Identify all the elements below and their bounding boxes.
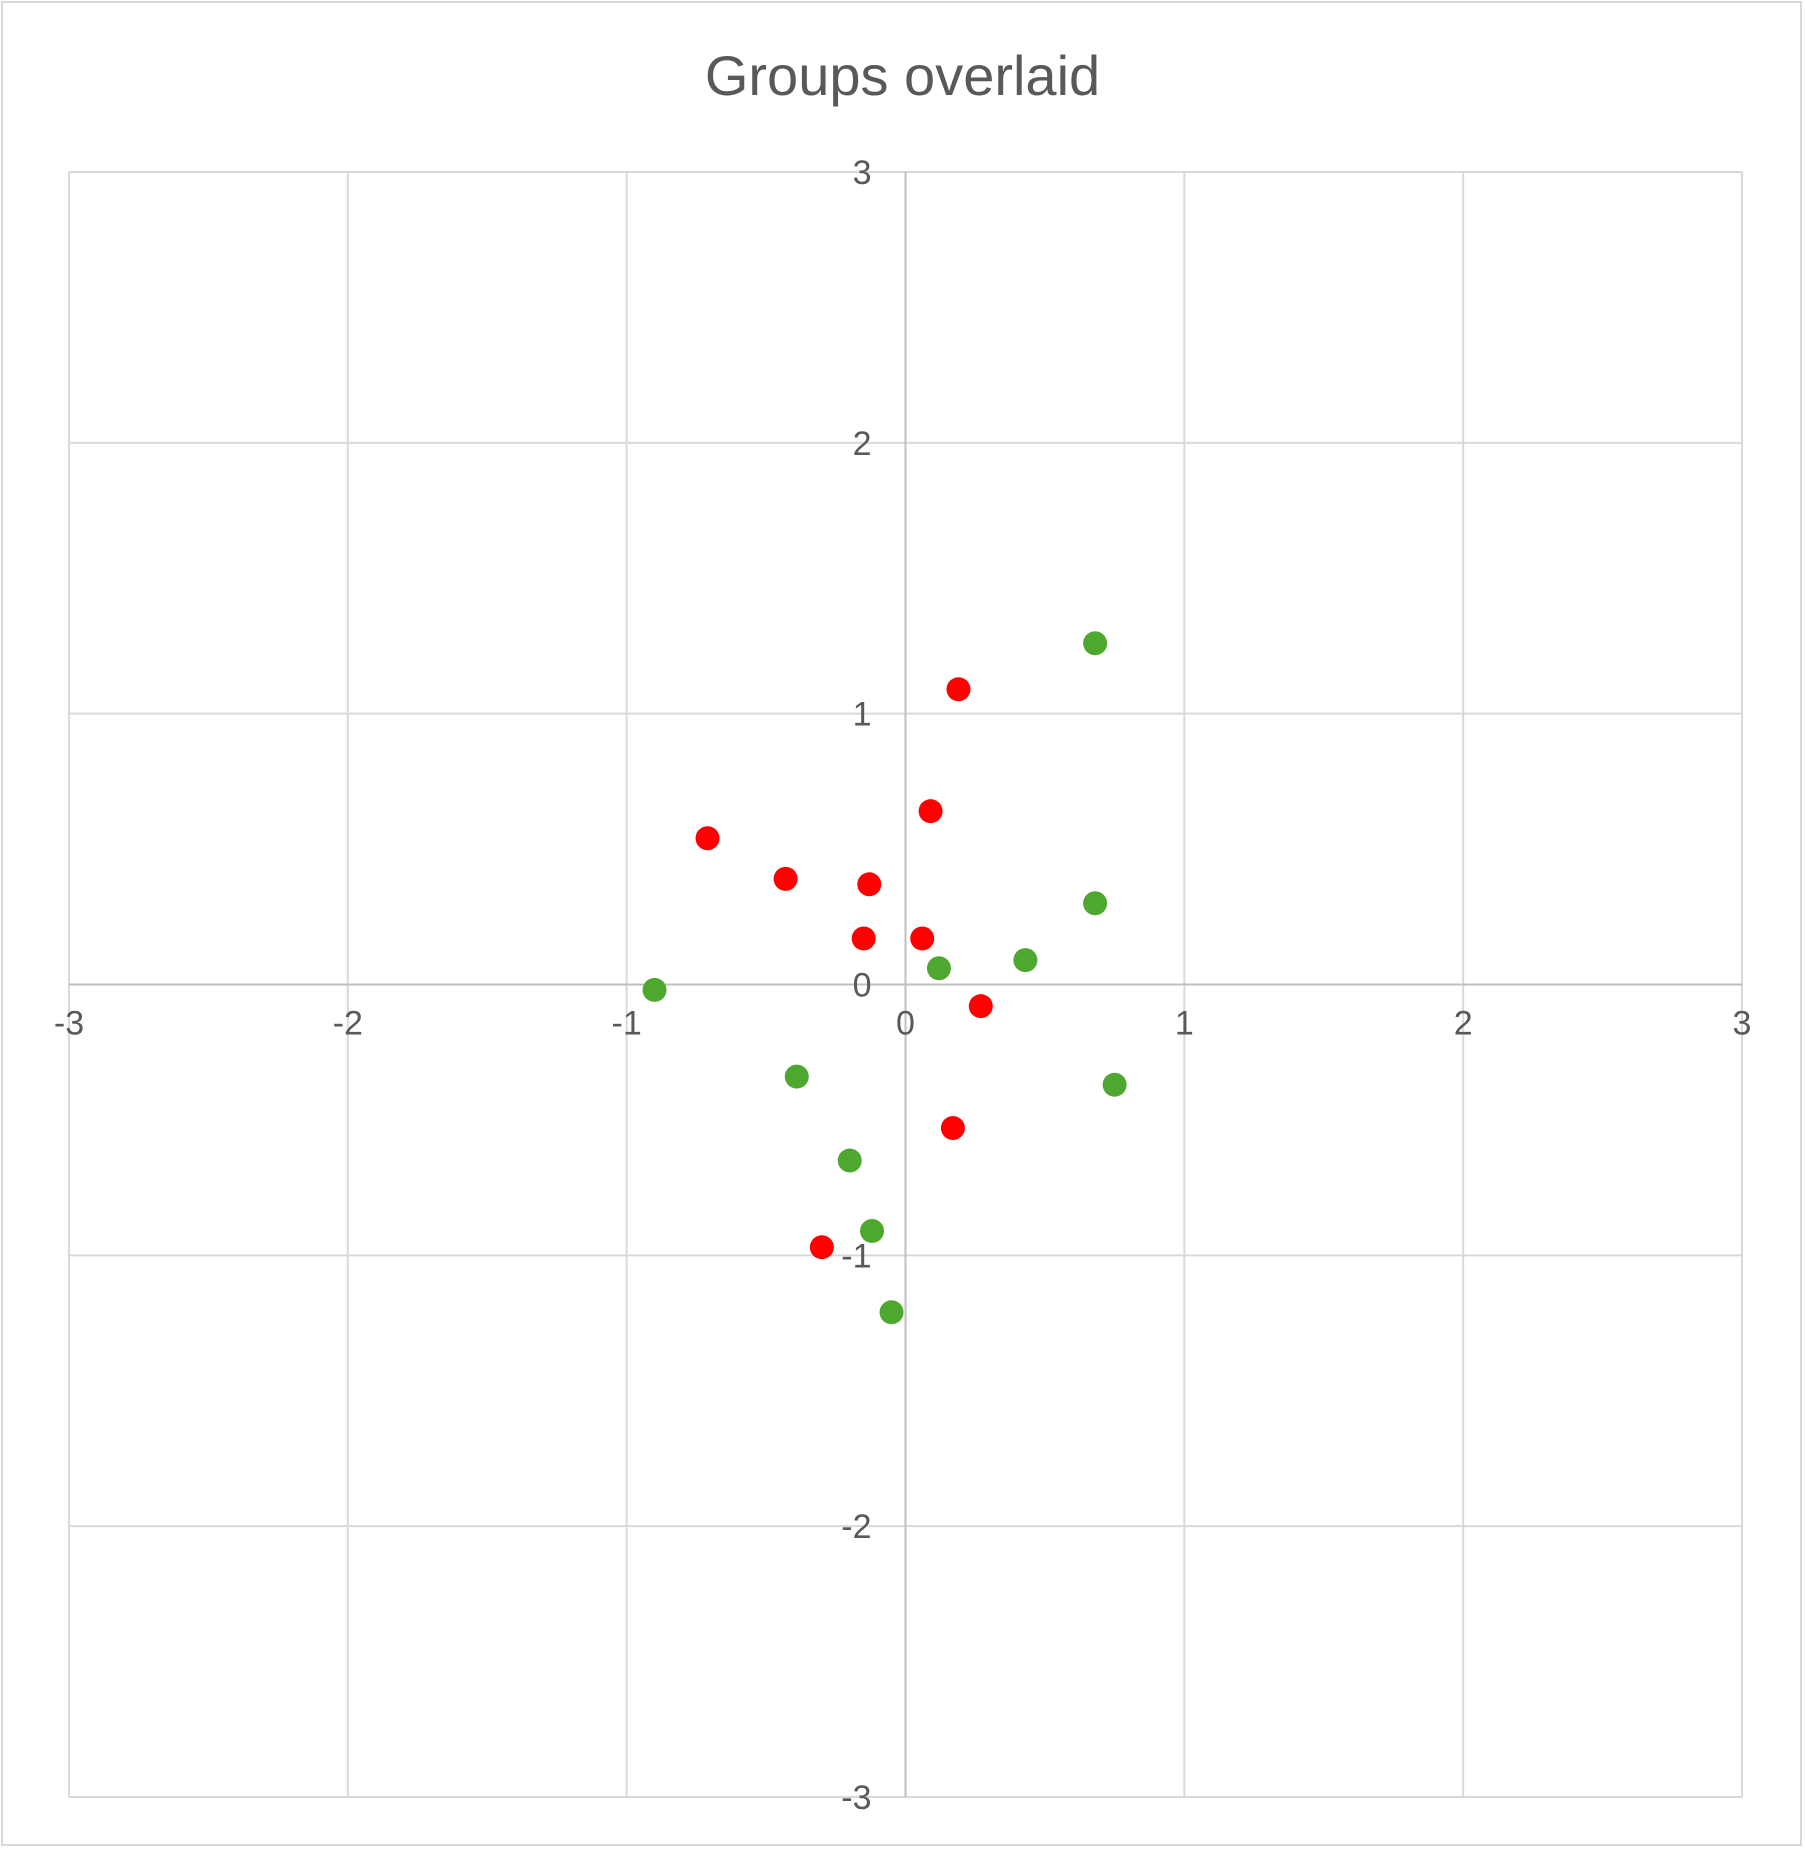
data-point-series-2: [879, 1300, 904, 1325]
data-point-series-2: [1083, 631, 1108, 656]
y-tick-label: -1: [841, 1237, 871, 1275]
data-point-series-2: [784, 1064, 809, 1089]
axis-layer: [69, 172, 1742, 1797]
data-point-series-1: [968, 994, 993, 1019]
data-point-series-1: [946, 677, 971, 702]
data-point-series-1: [851, 926, 876, 951]
data-point-series-2: [837, 1148, 862, 1173]
chart-title: Groups overlaid: [704, 44, 1101, 107]
data-point-series-1: [809, 1235, 834, 1260]
data-point-layer: [642, 631, 1127, 1325]
y-tick-label: -2: [841, 1508, 871, 1546]
data-point-series-1: [773, 866, 798, 891]
data-point-series-2: [1013, 948, 1038, 973]
tick-label-layer: -3 -2 -1 0 1 2 3 -3 -2 -1 0 1 2 3: [54, 154, 1752, 1817]
x-tick-label: 0: [896, 1005, 915, 1043]
x-tick-label: -1: [612, 1005, 642, 1043]
data-point-series-2: [1102, 1072, 1127, 1097]
data-point-series-2: [642, 977, 667, 1002]
data-point-series-2: [1083, 891, 1108, 916]
data-point-series-1: [918, 799, 943, 824]
data-point-series-1: [910, 926, 935, 951]
x-tick-label: -3: [54, 1005, 84, 1043]
x-tick-label: -2: [333, 1005, 363, 1043]
x-tick-label: 1: [1175, 1005, 1194, 1043]
data-point-series-1: [695, 826, 720, 851]
y-tick-label: -3: [841, 1779, 871, 1817]
x-tick-label: 3: [1733, 1005, 1752, 1043]
data-point-series-1: [940, 1116, 965, 1141]
y-tick-label: 3: [853, 154, 872, 192]
data-point-series-2: [860, 1218, 885, 1243]
y-tick-label: 2: [853, 425, 872, 463]
data-point-series-1: [857, 872, 882, 897]
y-tick-label: 0: [853, 967, 872, 1005]
x-tick-label: 2: [1454, 1005, 1473, 1043]
data-point-series-2: [926, 956, 951, 981]
y-tick-label: 1: [853, 696, 872, 734]
